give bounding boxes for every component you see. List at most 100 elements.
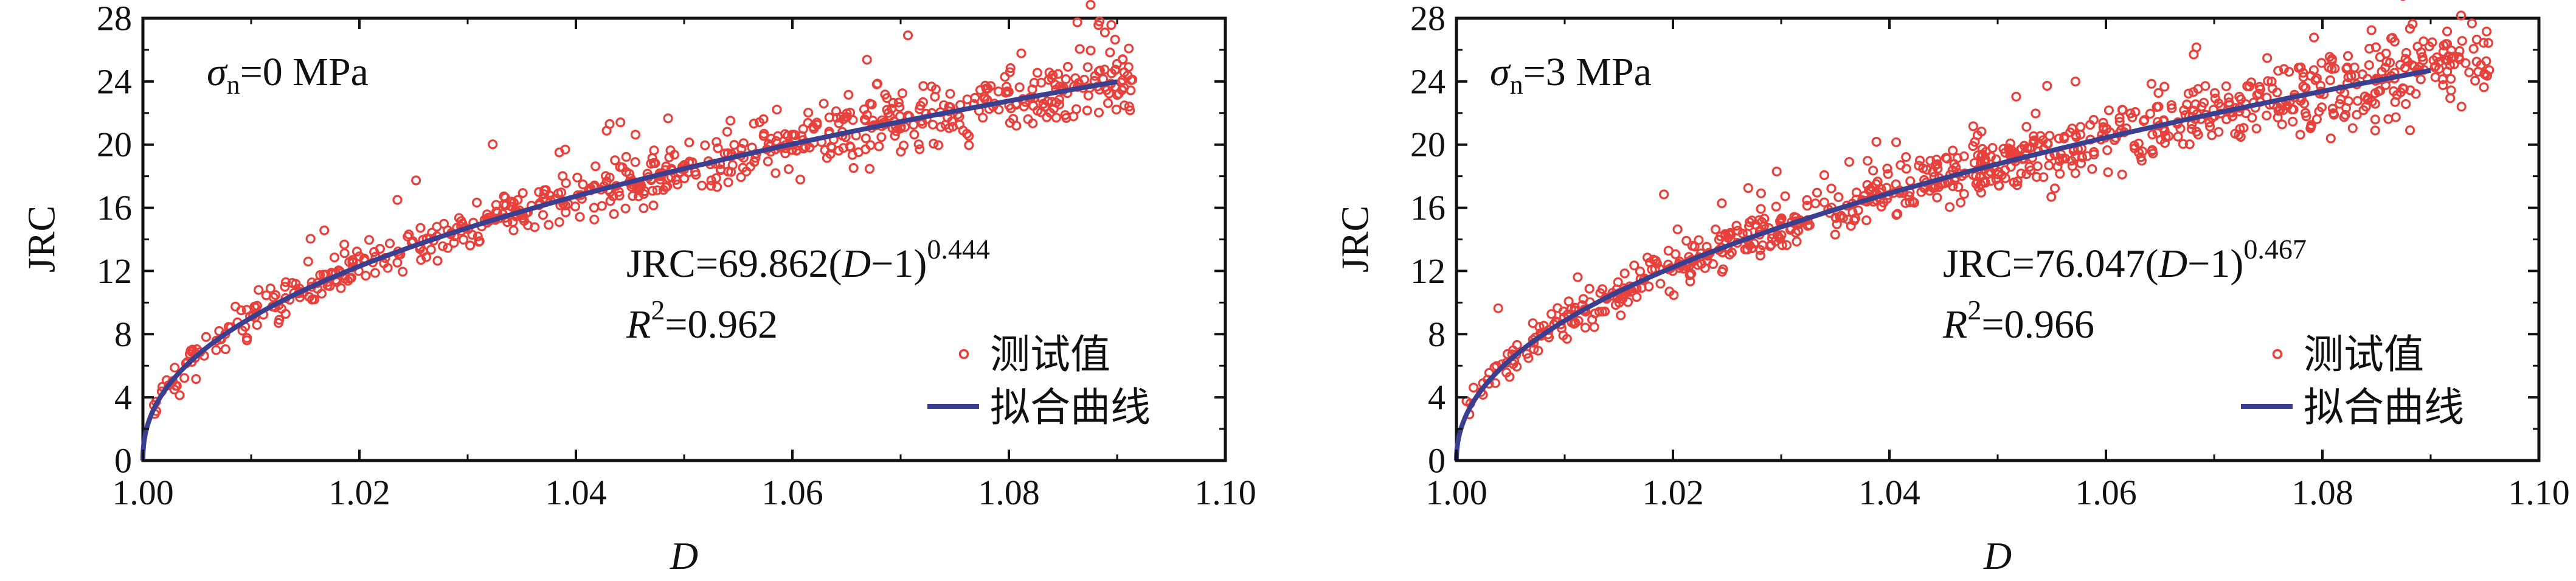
data-point <box>508 225 519 235</box>
data-point <box>2456 10 2467 21</box>
data-point <box>1589 322 1599 332</box>
data-point <box>1512 361 1522 372</box>
data-point <box>2412 41 2423 52</box>
data-point <box>1099 27 1110 38</box>
data-point <box>1771 166 1782 176</box>
data-point <box>2117 105 2127 115</box>
data-point <box>929 139 939 149</box>
data-point <box>803 108 814 118</box>
data-point <box>2446 85 2456 96</box>
x-ticks <box>142 18 1227 461</box>
data-point <box>304 292 314 302</box>
data-point <box>927 119 938 130</box>
data-point <box>2325 75 2335 85</box>
data-point <box>2125 108 2136 119</box>
y-ticks <box>1456 17 2539 462</box>
data-point <box>329 252 340 263</box>
data-point <box>1622 297 1633 307</box>
data-point <box>918 81 929 91</box>
data-point <box>474 236 485 246</box>
data-point <box>398 266 408 277</box>
data-point <box>1672 224 1683 235</box>
data-point <box>2138 116 2149 127</box>
data-point <box>1578 294 1588 304</box>
data-point <box>2346 71 2356 81</box>
data-point <box>1469 382 1479 393</box>
data-point <box>2146 78 2156 89</box>
data-point <box>2031 108 2041 119</box>
data-point <box>1075 44 1085 54</box>
x-tick-label: 1.06 <box>761 473 823 512</box>
data-point <box>2044 160 2054 171</box>
x-tick-labels: 1.00 1.02 1.04 1.06 1.08 1.10 <box>112 473 1256 512</box>
data-point <box>2352 110 2362 120</box>
x-tick-labels: 1.00 1.02 1.04 1.06 1.08 1.10 <box>1425 473 2570 512</box>
data-point <box>465 240 476 251</box>
data-point <box>610 155 620 165</box>
data-point <box>1635 266 1646 277</box>
y-axis-title: JRC <box>20 206 63 273</box>
y-tick-label: 16 <box>97 188 132 228</box>
data-point <box>803 117 813 128</box>
data-point <box>1945 202 1955 212</box>
data-point <box>933 140 944 150</box>
r2-var: R <box>626 302 651 347</box>
data-point <box>2159 126 2170 136</box>
data-point <box>1616 310 1626 321</box>
data-point <box>361 271 371 281</box>
data-point <box>1659 189 1669 200</box>
data-point <box>179 373 190 383</box>
sigma-subscript: n <box>1510 70 1523 100</box>
x-tick-label: 1.10 <box>1194 473 1256 512</box>
data-point <box>2089 147 2099 157</box>
legend-label-fit: 拟合曲线 <box>2304 384 2464 431</box>
data-point <box>1868 165 1878 176</box>
data-point <box>2011 91 2021 102</box>
data-point <box>319 225 330 235</box>
data-point <box>2005 138 2015 148</box>
data-point <box>865 140 876 150</box>
data-point <box>1032 68 1043 78</box>
y-axis-title: JRC <box>1334 206 1377 273</box>
data-point <box>1743 183 1753 193</box>
data-point <box>2130 143 2140 153</box>
data-point <box>729 140 739 150</box>
data-point <box>2152 102 2162 112</box>
data-point <box>1724 249 1735 260</box>
data-point <box>2342 50 2353 61</box>
data-point <box>669 150 680 160</box>
data-point <box>2438 80 2448 91</box>
data-point <box>902 30 913 41</box>
data-point <box>2130 107 2141 117</box>
data-point <box>2136 152 2146 162</box>
data-point <box>471 197 482 208</box>
data-point <box>2103 105 2114 116</box>
data-point <box>723 167 733 177</box>
data-point <box>2366 25 2377 35</box>
eq-exponent: 0.467 <box>2243 234 2307 265</box>
data-point <box>964 131 974 141</box>
data-point <box>2255 84 2265 94</box>
data-point <box>280 308 291 319</box>
data-point <box>1819 170 1829 180</box>
legend-label-measured: 测试值 <box>2304 331 2424 378</box>
x-tick-label: 1.02 <box>1642 473 1704 512</box>
data-point <box>1590 308 1600 319</box>
data-point <box>1119 100 1130 111</box>
data-point <box>1027 84 1037 94</box>
data-point <box>2054 133 2064 144</box>
sigma-annotation: σn=3 MPa <box>1490 50 1652 100</box>
data-point <box>2454 52 2464 63</box>
sigma-annotation: σn=0 MPa <box>207 50 369 100</box>
data-point <box>2209 88 2220 98</box>
data-point <box>2389 86 2399 96</box>
legend: 测试值 拟合曲线 <box>927 331 1151 431</box>
data-point <box>1780 191 1790 201</box>
data-point <box>1047 97 1057 107</box>
data-point <box>2370 88 2380 99</box>
data-point <box>2417 52 2428 62</box>
data-point <box>2370 125 2380 136</box>
data-point <box>1892 209 1903 219</box>
data-point <box>2314 106 2324 117</box>
data-point <box>1629 260 1639 271</box>
